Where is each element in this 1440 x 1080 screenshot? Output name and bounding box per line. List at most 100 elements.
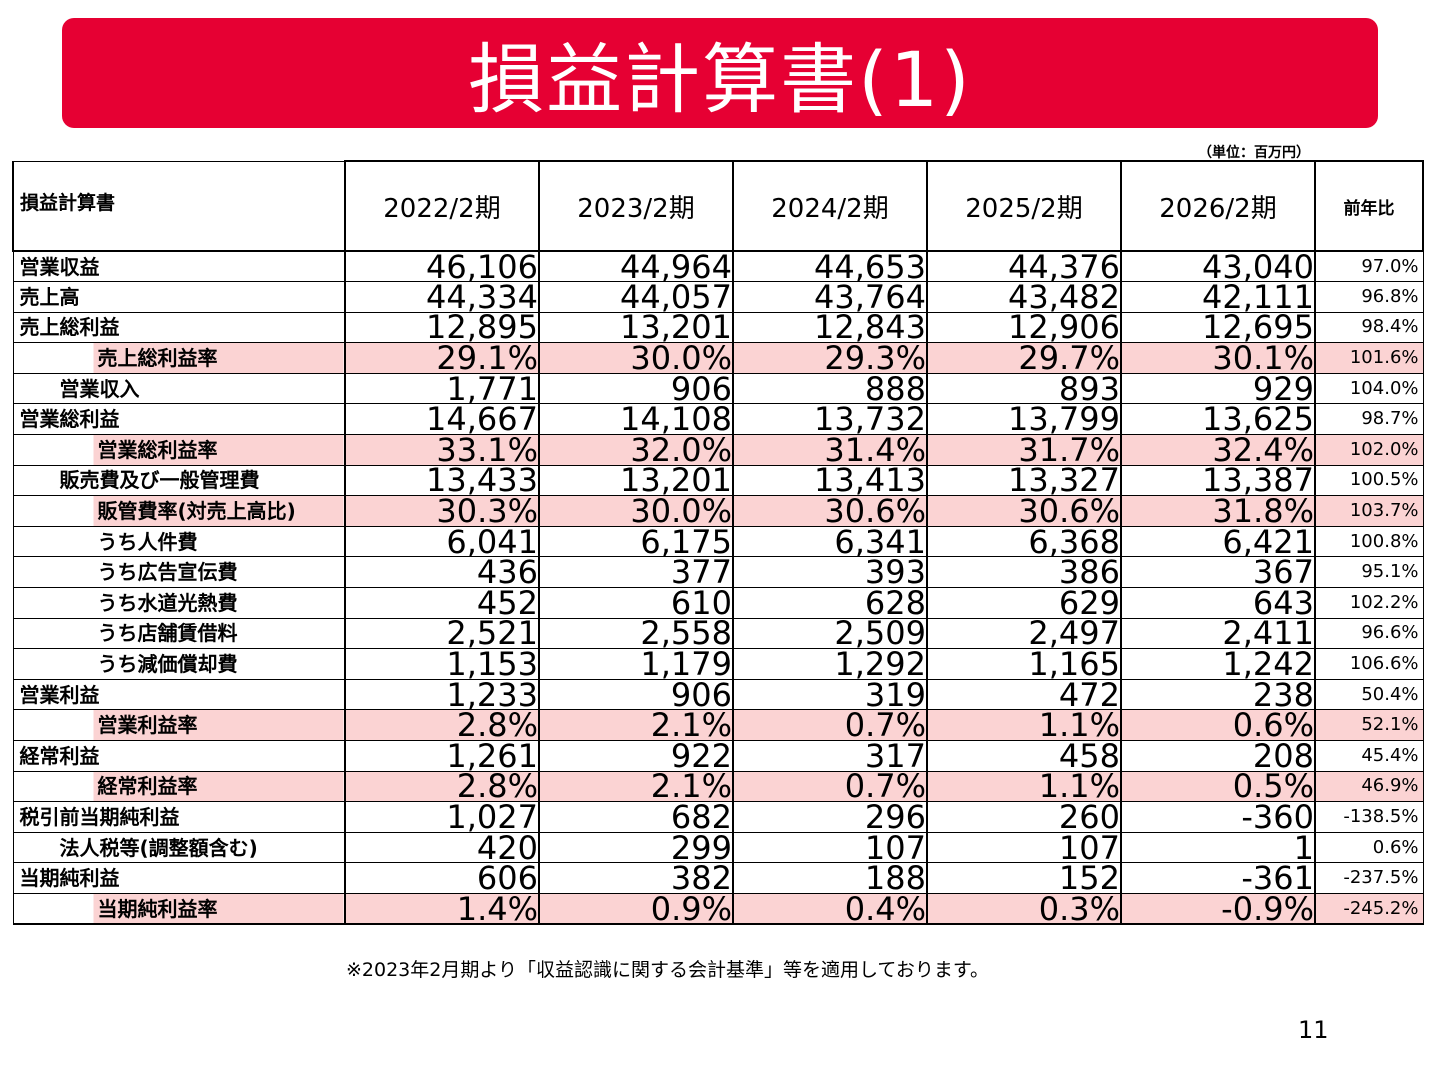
row-label-text: 営業総利益率 — [97, 437, 218, 462]
value-cell: 152 — [926, 862, 1122, 894]
row-label: 当期純利益 — [12, 862, 346, 894]
table-row: 営業収益 46,106 44,964 44,653 44,376 43,040 97.0% — [12, 250, 1424, 283]
value-cell: 32.0% — [538, 434, 734, 466]
row-label: うち店舗賃借料 — [12, 618, 346, 649]
table-row: 当期純利益率 1.4% 0.9% 0.4% 0.3% -0.9% -245.2% — [12, 892, 1424, 926]
value-cell: 6,421 — [1120, 526, 1316, 557]
row-label: 売上総利益率 — [12, 342, 346, 374]
ratio-cell: 97.0% — [1314, 250, 1424, 283]
value-cell: 643 — [1120, 587, 1316, 619]
ratio-cell: 102.0% — [1314, 434, 1424, 466]
value-cell: 1.1% — [926, 771, 1122, 802]
value-cell: 628 — [732, 587, 928, 619]
value-cell: 33.1% — [344, 434, 540, 466]
ratio-cell: 0.6% — [1314, 831, 1424, 864]
value-cell: 0.5% — [1120, 771, 1316, 802]
table-row: 売上高 44,334 44,057 43,764 43,482 42,111 96.8% — [12, 281, 1424, 313]
value-cell: 12,895 — [344, 312, 540, 343]
value-cell: 319 — [732, 679, 928, 710]
value-cell: 472 — [926, 679, 1122, 710]
table-row: 営業利益 1,233 906 319 472 238 50.4% — [12, 678, 1424, 711]
ratio-cell: 96.6% — [1314, 617, 1424, 650]
header-year: 2023/2期 — [538, 160, 734, 252]
value-cell: 296 — [732, 801, 928, 833]
row-label-text: うち水道光熱費 — [97, 590, 238, 615]
ratio-cell: 100.5% — [1314, 464, 1424, 497]
value-cell: 0.3% — [926, 893, 1122, 926]
value-cell: 13,625 — [1120, 403, 1316, 435]
table-row: 販管費率(対売上高比) 30.3% 30.0% 30.6% 30.6% 31.8% 103.… — [12, 495, 1424, 527]
value-cell: 1,242 — [1120, 648, 1316, 680]
row-label: 経常利益率 — [12, 771, 346, 802]
value-cell: 43,764 — [732, 281, 928, 313]
value-cell: 610 — [538, 587, 734, 619]
table-row: 税引前当期純利益 1,027 682 296 260 -360 -138.5% — [12, 801, 1424, 833]
value-cell: 922 — [538, 740, 734, 772]
row-label: 売上総利益 — [12, 312, 346, 343]
value-cell: 1,027 — [344, 801, 540, 833]
ratio-cell: 95.1% — [1314, 556, 1424, 589]
value-cell: 30.6% — [732, 495, 928, 527]
table-row: 法人税等(調整額含む) 420 299 107 107 1 0.6% — [12, 831, 1424, 864]
value-cell: 14,108 — [538, 403, 734, 435]
ratio-cell: 98.7% — [1314, 403, 1424, 436]
value-cell: 44,653 — [732, 251, 928, 282]
value-cell: 260 — [926, 801, 1122, 833]
value-cell: 0.4% — [732, 893, 928, 926]
ratio-cell: 46.9% — [1314, 770, 1424, 803]
value-cell: 13,413 — [732, 465, 928, 496]
value-cell: 42,111 — [1120, 281, 1316, 313]
row-label: 税引前当期純利益 — [12, 801, 346, 833]
value-cell: 13,201 — [538, 465, 734, 496]
value-cell: 893 — [926, 373, 1122, 404]
row-label-text: 経常利益率 — [97, 774, 198, 799]
row-label-text: 法人税等(調整額含む) — [59, 835, 258, 860]
row-label: 営業利益 — [12, 679, 346, 710]
value-cell: 30.0% — [538, 495, 734, 527]
value-cell: 906 — [538, 679, 734, 710]
value-cell: 317 — [732, 740, 928, 772]
value-cell: 682 — [538, 801, 734, 833]
row-label-text: 営業収入 — [59, 376, 140, 401]
value-cell: 393 — [732, 556, 928, 588]
ratio-cell: 106.6% — [1314, 648, 1424, 680]
value-cell: 1.4% — [344, 893, 540, 926]
header-year: 2022/2期 — [344, 160, 540, 252]
value-cell: 30.1% — [1120, 342, 1316, 374]
value-cell: 30.6% — [926, 495, 1122, 527]
value-cell: 2.1% — [538, 771, 734, 802]
value-cell: 208 — [1120, 740, 1316, 772]
value-cell: 29.1% — [344, 342, 540, 374]
value-cell: -0.9% — [1120, 893, 1316, 926]
value-cell: 888 — [732, 373, 928, 404]
income-statement-table: 損益計算書 2022/2期 2023/2期 2024/2期 2025/2期 20… — [12, 160, 1424, 926]
ratio-cell: -237.5% — [1314, 862, 1424, 894]
row-label-text: 当期純利益 — [19, 866, 120, 891]
value-cell: 2.8% — [344, 771, 540, 802]
value-cell: 1,233 — [344, 679, 540, 710]
row-label: 販売費及び一般管理費 — [12, 465, 346, 496]
value-cell: 906 — [538, 373, 734, 404]
row-label-text: うち人件費 — [97, 529, 198, 554]
footnote: ※2023年2月期より「収益認識に関する会計基準」等を適用しております。 — [346, 959, 989, 981]
value-cell: 299 — [538, 832, 734, 863]
value-cell: 2,497 — [926, 618, 1122, 649]
header-year: 2025/2期 — [926, 160, 1122, 252]
row-label-text: 販管費率(対売上高比) — [97, 499, 296, 524]
value-cell: 31.7% — [926, 434, 1122, 466]
value-cell: 6,175 — [538, 526, 734, 557]
row-label: うち人件費 — [12, 526, 346, 557]
value-cell: 14,667 — [344, 403, 540, 435]
row-label-text: 当期純利益率 — [97, 896, 218, 921]
value-cell: 2,411 — [1120, 618, 1316, 649]
value-cell: 1 — [1120, 832, 1316, 863]
value-cell: 188 — [732, 862, 928, 894]
value-cell: 30.0% — [538, 342, 734, 374]
unit-note: （単位：百万円） — [1198, 145, 1310, 161]
value-cell: 0.7% — [732, 771, 928, 802]
table-row: 売上総利益率 29.1% 30.0% 29.3% 29.7% 30.1% 101.6% — [12, 342, 1424, 374]
value-cell: 31.4% — [732, 434, 928, 466]
row-label-text: 営業利益率 — [97, 713, 198, 738]
row-label: 営業収入 — [12, 373, 346, 404]
value-cell: 386 — [926, 556, 1122, 588]
